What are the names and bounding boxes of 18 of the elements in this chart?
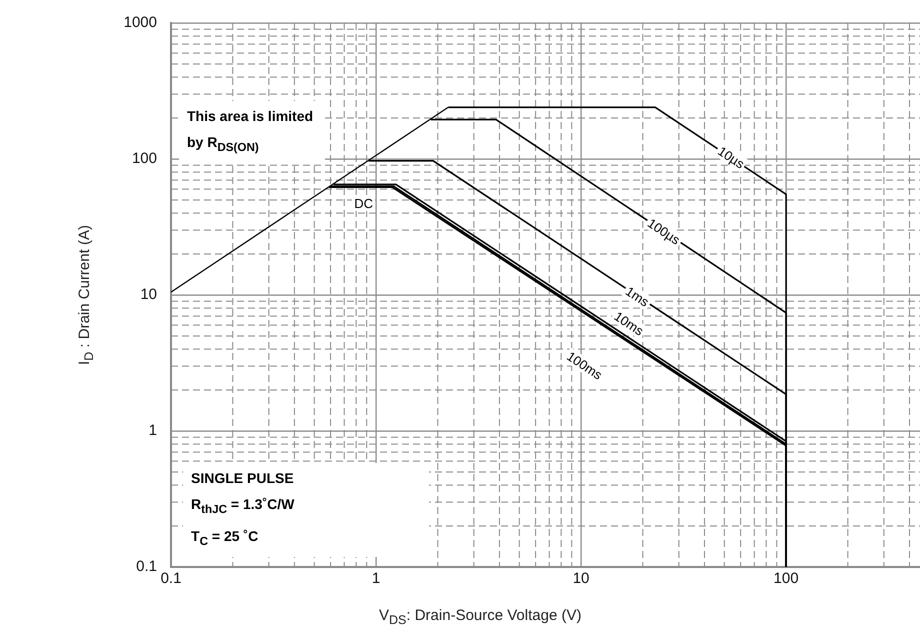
annotation: This area is limited by R$_{DS(ON)}$ bbox=[179, 101, 325, 163]
y-tick-label: 1 bbox=[148, 422, 157, 440]
y-tick-label: 100 bbox=[132, 150, 157, 168]
text-panel: SINGLE PULSE R$_{thJC}$ = 1.3˚C/W T$_{C}$ = 25 ˚C bbox=[183, 463, 429, 557]
annotation: T$_{C}$ = 25 ˚C bbox=[191, 526, 260, 550]
x-tick-label: 0.1 bbox=[160, 570, 182, 588]
x-tick-label: 1 bbox=[372, 570, 380, 588]
text: 10µs bbox=[714, 142, 750, 173]
x-tick-label: 100 bbox=[774, 570, 799, 588]
y-tick-label: 0.1 bbox=[136, 558, 157, 576]
x-axis-title: V$_{DS}$: Drain-Source Voltage (V) bbox=[379, 607, 582, 627]
y-tick-label: 10 bbox=[140, 286, 157, 304]
series-label: DC bbox=[352, 196, 376, 211]
x-tick-label: 10 bbox=[572, 570, 590, 588]
y-tick-label: 1000 bbox=[124, 14, 157, 32]
annotation: R$_{thJC}$ = 1.3˚C/W bbox=[191, 495, 296, 518]
text: 1ms bbox=[622, 282, 654, 310]
annotation: SINGLE PULSE bbox=[191, 469, 295, 488]
